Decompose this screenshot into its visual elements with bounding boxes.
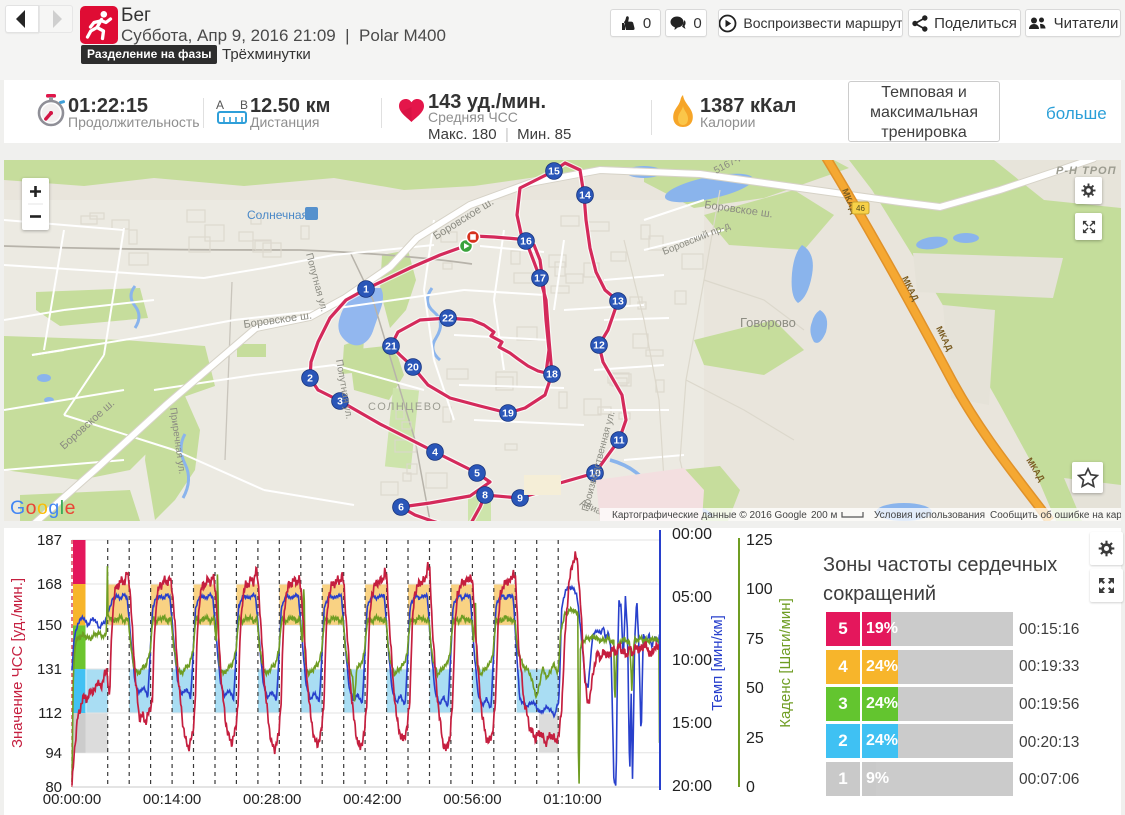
svg-text:20: 20 — [407, 362, 419, 374]
svg-text:Сообщить об ошибке на карте: Сообщить об ошибке на карте — [990, 509, 1121, 521]
svg-text:00:00:00: 00:00:00 — [43, 791, 101, 808]
svg-text:200 м: 200 м — [811, 510, 837, 521]
svg-text:20:00: 20:00 — [672, 778, 712, 795]
svg-text:168: 168 — [37, 576, 62, 593]
svg-text:10: 10 — [589, 468, 601, 480]
svg-text:Условия использования: Условия использования — [874, 510, 985, 521]
svg-text:00:42:00: 00:42:00 — [343, 791, 401, 808]
svg-text:187: 187 — [37, 532, 62, 549]
svg-text:Говорово: Говорово — [740, 315, 796, 330]
svg-text:4: 4 — [432, 447, 438, 459]
svg-text:05:00: 05:00 — [672, 589, 712, 606]
svg-text:2: 2 — [307, 373, 313, 385]
svg-text:СОЛНЦЕВО: СОЛНЦЕВО — [368, 401, 442, 413]
svg-text:150: 150 — [37, 617, 62, 634]
svg-text:Темп [мин/км]: Темп [мин/км] — [709, 615, 726, 711]
svg-text:11: 11 — [613, 435, 624, 447]
svg-text:125: 125 — [746, 532, 773, 549]
svg-text:6: 6 — [398, 502, 404, 514]
svg-text:21: 21 — [385, 341, 397, 353]
svg-text:00:56:00: 00:56:00 — [443, 791, 501, 808]
svg-text:9: 9 — [517, 493, 523, 505]
svg-text:17: 17 — [534, 273, 546, 285]
svg-text:131: 131 — [37, 661, 62, 678]
svg-text:3: 3 — [337, 396, 343, 408]
svg-text:14: 14 — [579, 190, 591, 202]
svg-text:1: 1 — [363, 284, 369, 296]
svg-text:Р-Н ТРОП: Р-Н ТРОП — [1056, 165, 1117, 177]
svg-text:Каденс [Шаги/мин]: Каденс [Шаги/мин] — [777, 598, 794, 728]
svg-text:112: 112 — [38, 705, 62, 722]
svg-text:12: 12 — [593, 340, 605, 352]
svg-text:25: 25 — [746, 730, 764, 747]
svg-text:46: 46 — [856, 204, 865, 213]
svg-text:00:28:00: 00:28:00 — [243, 791, 301, 808]
svg-text:18: 18 — [546, 369, 558, 381]
svg-text:22: 22 — [442, 313, 454, 325]
svg-text:15: 15 — [548, 166, 560, 178]
svg-text:13: 13 — [612, 296, 624, 308]
svg-text:16: 16 — [520, 236, 532, 248]
svg-text:80: 80 — [45, 779, 62, 796]
svg-text:01:10:00: 01:10:00 — [543, 791, 601, 808]
svg-text:50: 50 — [746, 680, 764, 697]
svg-text:Картографические данные © 2016: Картографические данные © 2016 Google — [612, 509, 807, 521]
svg-text:94: 94 — [45, 745, 62, 762]
svg-text:00:00: 00:00 — [672, 526, 712, 543]
svg-text:Солнечная: Солнечная — [247, 208, 308, 222]
svg-text:8: 8 — [482, 490, 488, 502]
svg-text:Значение ЧСС [уд./мин.]: Значение ЧСС [уд./мин.] — [9, 578, 26, 748]
svg-text:100: 100 — [746, 581, 773, 598]
svg-text:0: 0 — [746, 779, 755, 796]
svg-text:15:00: 15:00 — [672, 715, 712, 732]
svg-text:75: 75 — [746, 631, 764, 648]
svg-text:00:14:00: 00:14:00 — [143, 791, 201, 808]
svg-text:5: 5 — [474, 468, 480, 480]
svg-text:19: 19 — [502, 408, 514, 420]
svg-text:10:00: 10:00 — [672, 652, 712, 669]
